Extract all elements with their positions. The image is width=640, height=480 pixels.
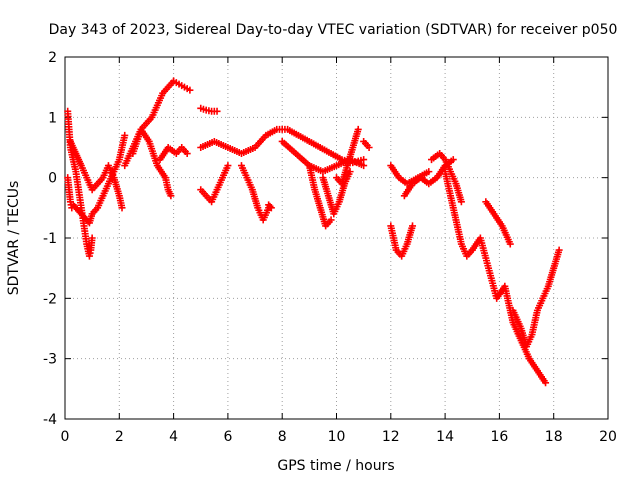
data-point — [365, 144, 373, 151]
series-trace-o — [333, 125, 362, 188]
series-trace-p — [360, 137, 373, 151]
y-tick-labels: 2 1 0 -1 -2 -3 -4 — [43, 50, 57, 428]
x-tick-label: 0 — [61, 429, 70, 445]
data-point — [183, 150, 191, 158]
series-trace-b — [64, 131, 129, 227]
data-point — [88, 234, 96, 242]
series-trace-m — [305, 162, 335, 230]
series-trace-u — [441, 168, 476, 260]
x-tick-label: 4 — [169, 429, 178, 445]
series-trace-y — [265, 201, 275, 212]
x-tick-label: 20 — [599, 429, 617, 445]
series-trace-x — [482, 198, 514, 248]
series-trace-e — [170, 77, 194, 94]
gridlines — [65, 57, 608, 419]
y-tick-label: 1 — [48, 110, 57, 126]
series-trace-k — [237, 162, 273, 224]
x-tick-label: 16 — [490, 429, 508, 445]
y-tick-label: -2 — [43, 291, 57, 307]
data-point — [449, 156, 457, 164]
data-point — [266, 202, 274, 210]
x-axis-label: GPS time / hours — [277, 458, 394, 474]
data-markers — [64, 77, 563, 387]
data-point — [327, 216, 335, 224]
series-trace-h — [197, 104, 221, 115]
data-point — [354, 125, 362, 133]
series-trace-f — [129, 125, 175, 200]
y-tick-label: 0 — [48, 171, 57, 187]
x-tick-label: 18 — [545, 429, 563, 445]
data-point — [360, 156, 368, 164]
data-point — [542, 379, 550, 387]
y-tick-label: -3 — [43, 352, 57, 368]
series-trace-q — [387, 222, 417, 260]
data-point — [457, 198, 465, 206]
x-tick-label: 14 — [436, 429, 454, 445]
data-point — [118, 204, 126, 212]
x-tick-label: 6 — [223, 429, 232, 445]
x-tick-label: 2 — [115, 429, 124, 445]
series-trace-c — [66, 137, 126, 212]
data-point — [186, 86, 194, 94]
axis-ticks — [64, 56, 609, 420]
data-point — [267, 204, 275, 212]
series-trace-i — [197, 125, 368, 167]
data-point — [425, 168, 433, 176]
y-tick-label: -1 — [43, 231, 57, 247]
series-trace-g — [156, 144, 191, 164]
data-point — [121, 131, 129, 139]
x-tick-label: 10 — [328, 429, 346, 445]
data-point — [409, 222, 417, 230]
data-point — [555, 246, 563, 254]
series-trace-l — [278, 137, 368, 176]
y-axis-label: SDTVAR / TECUs — [6, 181, 22, 296]
series-trace-t — [428, 150, 465, 206]
x-tick-labels: 0 2 4 6 8 10 12 14 16 18 20 — [61, 429, 617, 445]
x-tick-label: 8 — [278, 429, 287, 445]
chart-title: Day 343 of 2023, Sidereal Day-to-day VTE… — [49, 22, 618, 38]
series-trace-d — [121, 77, 178, 170]
data-point — [224, 162, 232, 170]
series-trace-s — [400, 156, 457, 200]
x-tick-label: 12 — [382, 429, 400, 445]
data-point — [506, 240, 514, 248]
y-tick-label: 2 — [48, 50, 57, 66]
data-point — [360, 162, 368, 170]
series-trace-w — [509, 246, 563, 351]
data-point — [167, 192, 175, 200]
series-trace-j — [197, 162, 232, 206]
data-point — [213, 107, 221, 115]
y-tick-label: -4 — [43, 412, 57, 428]
